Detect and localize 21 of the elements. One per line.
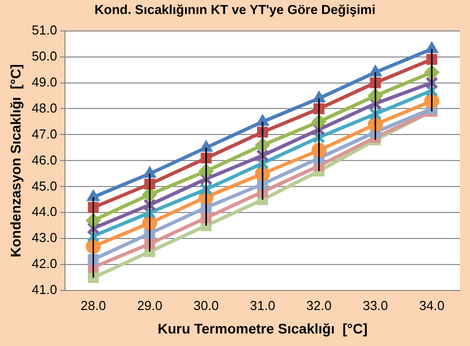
chart-title: Kond. Sıcaklığının KT ve YT'ye Göre Değişimi [94,2,376,17]
y-tick-label: 43.0 [32,230,58,246]
y-tick-label: 47.0 [32,126,58,142]
y-tick-label: 45.0 [32,178,58,194]
y-tick-label: 51.0 [32,22,58,38]
y-tick-label: 41.0 [32,282,58,298]
x-tick-label: 28.0 [80,298,106,313]
x-tick-label: 29.0 [137,298,162,313]
y-tick-label: 49.0 [32,74,58,90]
y-tick-label: 42.0 [32,256,58,272]
y-axis-title: Kondenzasyon Sıcaklığı [°C] [7,64,24,258]
y-tick-label: 44.0 [32,204,58,220]
y-tick-label: 46.0 [32,152,58,168]
x-tick-label: 34.0 [419,298,444,313]
x-tick-label: 33.0 [362,298,388,313]
y-tick-label: 48.0 [32,100,58,116]
x-axis-title: Kuru Termometre Sıcaklığı [°C] [158,320,368,336]
x-tick-label: 32.0 [306,298,332,313]
y-tick-label: 50.0 [32,48,58,64]
x-tick-label: 30.0 [193,298,219,313]
x-tick-label: 31.0 [250,298,276,313]
